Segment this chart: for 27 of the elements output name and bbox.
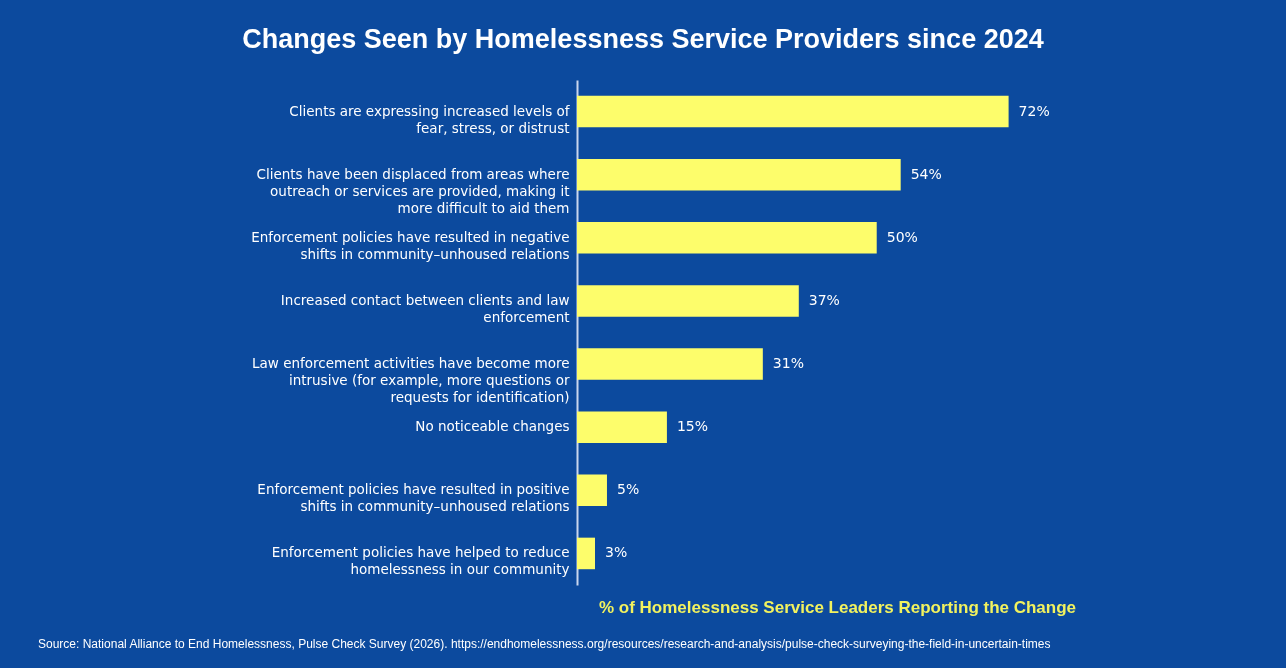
y-tick-label: Clients are expressing increased levels of fear, stress, or distrust xyxy=(289,102,571,136)
data-label: 37% xyxy=(808,291,840,308)
y-tick-label: Law enforcement activities have become more intrusive (for example, more questions or requests for identification) xyxy=(252,355,570,406)
bar xyxy=(577,95,1009,128)
data-label: 72% xyxy=(1018,102,1050,119)
y-tick-label: Enforcement policies have resulted in negative shifts in community–unhoused relations xyxy=(251,228,570,262)
bar xyxy=(577,474,607,507)
y-tick-label: Clients have been displaced from areas where outreach or services are provided, making it more difficult to aid them xyxy=(256,165,570,216)
y-tick-label: Increased contact between clients and law enforcement xyxy=(280,291,570,325)
bar xyxy=(577,537,595,570)
data-label: 5% xyxy=(616,481,640,498)
x-axis-title: % of Homelessness Service Leaders Reporting the Change xyxy=(598,597,1077,617)
data-label: 15% xyxy=(676,418,709,435)
y-tick-label: No noticeable changes xyxy=(415,418,570,435)
bar xyxy=(577,158,901,191)
bar xyxy=(577,348,763,380)
bar xyxy=(577,285,799,317)
source-note: Source: National Alliance to End Homelessness, Pulse Check Survey (2026). https://endhomelessness.org/resources/research-and-analysis/pulse-check-surveying-the-field-in-uncertain-times xyxy=(38,637,1051,651)
data-label: 31% xyxy=(772,355,804,372)
data-label: 3% xyxy=(604,544,628,561)
chart-title: Changes Seen by Homelessness Service Providers since 2024 xyxy=(241,24,1045,55)
data-label: 50% xyxy=(886,228,918,245)
y-tick-label: Enforcement policies have resulted in positive shifts in community–unhoused relations xyxy=(257,481,570,515)
data-label: 54% xyxy=(910,165,942,182)
y-tick-label: Enforcement policies have helped to reduce homelessness in our community xyxy=(271,544,570,578)
bar xyxy=(577,411,667,443)
bar xyxy=(577,222,877,254)
